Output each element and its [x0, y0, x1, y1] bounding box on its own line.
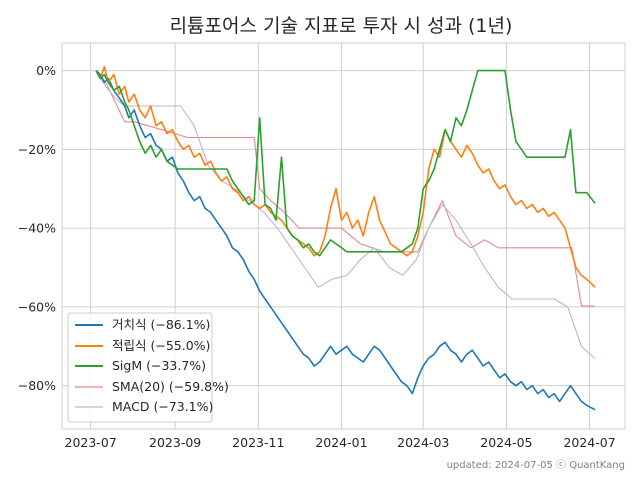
legend: 거치식 (−86.1%) 적립식 (−55.0%) SigM (−33.7%) …	[67, 312, 229, 423]
y-tick-label: −60%	[18, 299, 56, 314]
footer-credit: updated: 2024-07-05 ⓒ QuantKang	[447, 459, 625, 471]
axis-ticks: 2023-07 2023-09 2023-11 2024-01 2024-03 2024-…	[18, 63, 616, 450]
x-tick-label: 2024-01	[315, 435, 367, 450]
x-tick-label: 2023-09	[149, 435, 201, 450]
series-lines	[95, 65, 596, 411]
series-line-0	[95, 70, 596, 411]
legend-label-1: 적립식 (−55.0%)	[112, 338, 210, 353]
y-tick-label: −20%	[18, 142, 56, 157]
x-tick-label: 2024-05	[480, 435, 532, 450]
legend-frame	[67, 312, 213, 423]
series-line-2	[95, 69, 596, 257]
y-tick-label: −40%	[18, 221, 56, 236]
x-tick-label: 2023-11	[232, 435, 284, 450]
series-line-4	[95, 70, 596, 359]
legend-label-0: 거치식 (−86.1%)	[112, 317, 210, 332]
series-line-3	[95, 70, 595, 307]
y-tick-label: 0%	[36, 63, 56, 78]
legend-label-4: MACD (−73.1%)	[112, 399, 213, 414]
legend-label-3: SMA(20) (−59.8%)	[112, 379, 229, 394]
x-tick-label: 2024-07	[563, 435, 615, 450]
chart-title: 리튬포어스 기술 지표로 투자 시 성과 (1년)	[170, 15, 513, 37]
x-tick-label: 2023-07	[65, 435, 117, 450]
x-tick-label: 2024-03	[397, 435, 449, 450]
series-line-1	[95, 65, 596, 288]
legend-label-2: SigM (−33.7%)	[112, 358, 206, 373]
plot-frame	[61, 42, 626, 430]
y-tick-label: −80%	[18, 378, 56, 393]
